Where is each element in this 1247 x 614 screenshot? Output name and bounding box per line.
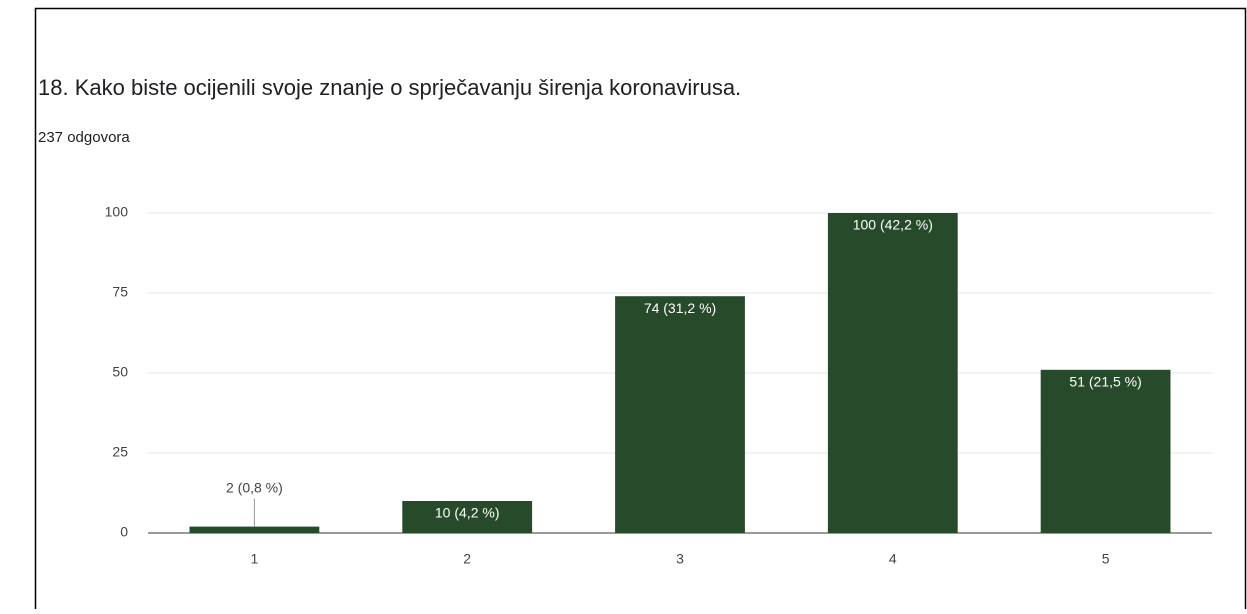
x-tick-label: 1: [251, 551, 259, 567]
chart-subtitle: 237 odgovora: [38, 129, 130, 146]
y-tick-label: 50: [112, 364, 128, 380]
x-tick-label: 3: [676, 551, 684, 567]
value-label: 51 (21,5 %): [1069, 374, 1141, 390]
bar: [1040, 369, 1171, 533]
value-label: 74 (31,2 %): [644, 300, 716, 316]
y-tick-label: 0: [120, 524, 128, 540]
y-tick-label: 75: [112, 284, 128, 300]
y-tick-label: 100: [105, 204, 129, 220]
bar: [402, 501, 533, 533]
bar: [615, 296, 745, 533]
frame: [34, 7, 1247, 614]
y-tick-label: 25: [112, 444, 128, 460]
value-label: 100 (42,2 %): [853, 217, 933, 233]
value-label: 10 (4,2 %): [435, 505, 500, 521]
chart-title: 18. Kako biste ocijenili svoje znanje o …: [38, 75, 741, 100]
value-label: 2 (0,8 %): [226, 479, 283, 495]
bar: [827, 213, 958, 533]
x-tick-label: 5: [1102, 551, 1110, 567]
x-tick-label: 2: [463, 551, 471, 567]
bar: [189, 526, 320, 533]
x-tick-label: 4: [889, 551, 897, 567]
